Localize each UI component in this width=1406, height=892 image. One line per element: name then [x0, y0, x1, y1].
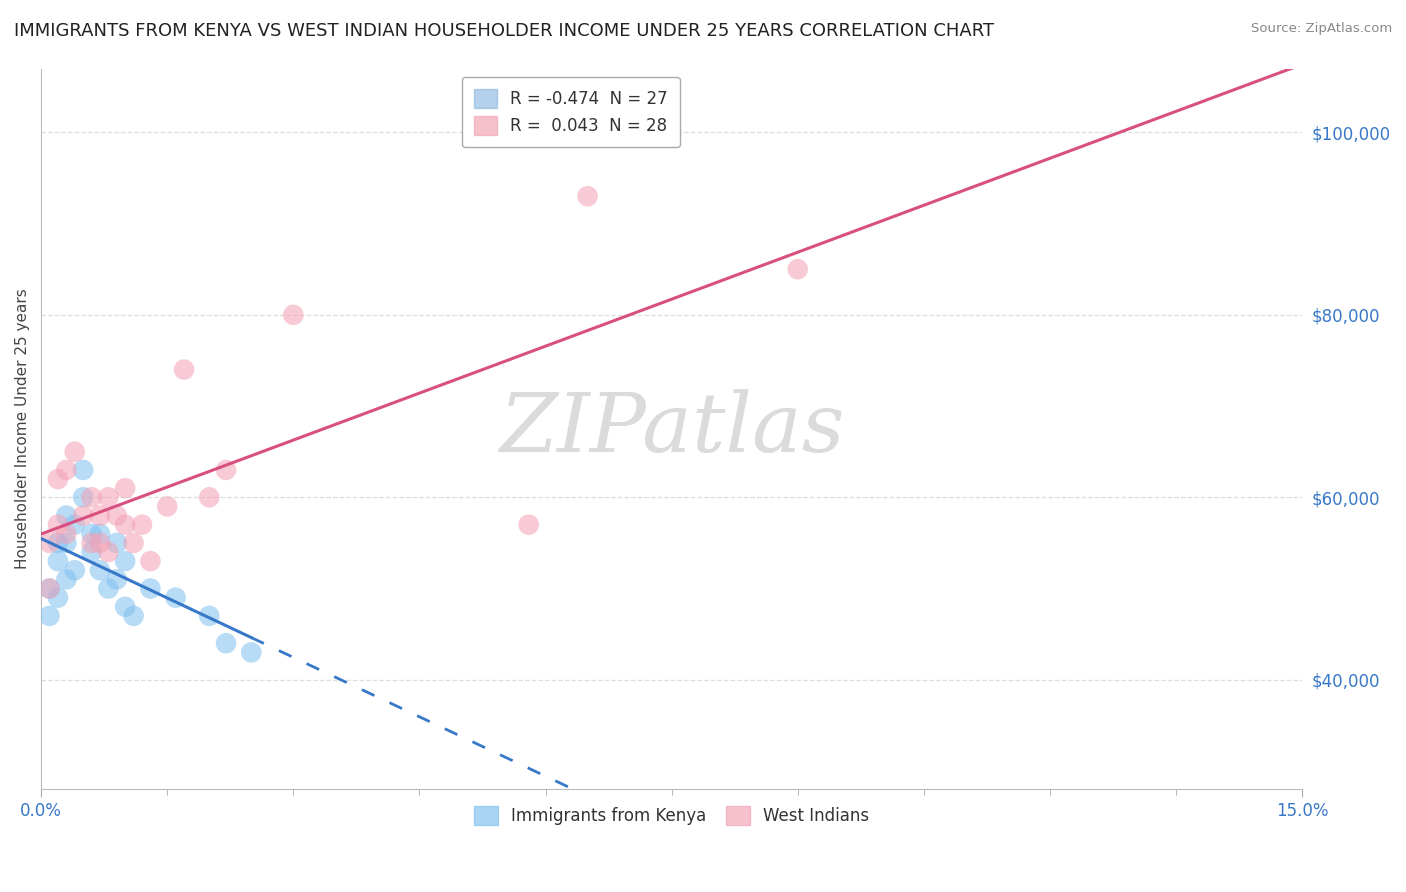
Point — [46, 472, 69, 486]
Point — [122, 536, 145, 550]
Point — [55, 526, 77, 541]
Point — [131, 517, 153, 532]
Point — [97, 491, 120, 505]
Point — [80, 536, 103, 550]
Point — [240, 645, 263, 659]
Point — [517, 517, 540, 532]
Point — [72, 463, 94, 477]
Point — [165, 591, 187, 605]
Point — [786, 262, 808, 277]
Point — [46, 517, 69, 532]
Point — [114, 517, 136, 532]
Point — [46, 591, 69, 605]
Point — [89, 526, 111, 541]
Point — [114, 481, 136, 495]
Point — [89, 563, 111, 577]
Point — [198, 491, 221, 505]
Point — [89, 508, 111, 523]
Point — [576, 189, 599, 203]
Point — [55, 463, 77, 477]
Point — [72, 508, 94, 523]
Point — [63, 517, 86, 532]
Point — [173, 362, 195, 376]
Legend: Immigrants from Kenya, West Indians: Immigrants from Kenya, West Indians — [464, 796, 879, 835]
Point — [97, 582, 120, 596]
Point — [198, 608, 221, 623]
Point — [215, 463, 238, 477]
Point — [63, 444, 86, 458]
Text: ZIPatlas: ZIPatlas — [499, 389, 845, 469]
Point — [63, 563, 86, 577]
Point — [55, 508, 77, 523]
Point — [114, 554, 136, 568]
Point — [80, 491, 103, 505]
Point — [55, 573, 77, 587]
Point — [156, 500, 179, 514]
Point — [122, 608, 145, 623]
Point — [139, 582, 162, 596]
Point — [38, 608, 60, 623]
Text: IMMIGRANTS FROM KENYA VS WEST INDIAN HOUSEHOLDER INCOME UNDER 25 YEARS CORRELATI: IMMIGRANTS FROM KENYA VS WEST INDIAN HOU… — [14, 22, 994, 40]
Point — [105, 573, 128, 587]
Point — [105, 508, 128, 523]
Point — [46, 554, 69, 568]
Text: Source: ZipAtlas.com: Source: ZipAtlas.com — [1251, 22, 1392, 36]
Point — [80, 526, 103, 541]
Point — [38, 582, 60, 596]
Point — [38, 536, 60, 550]
Point — [72, 491, 94, 505]
Point — [89, 536, 111, 550]
Point — [38, 582, 60, 596]
Point — [55, 536, 77, 550]
Y-axis label: Householder Income Under 25 years: Householder Income Under 25 years — [15, 288, 30, 569]
Point — [80, 545, 103, 559]
Point — [283, 308, 305, 322]
Point — [139, 554, 162, 568]
Point — [114, 599, 136, 614]
Point — [105, 536, 128, 550]
Point — [97, 545, 120, 559]
Point — [215, 636, 238, 650]
Point — [46, 536, 69, 550]
